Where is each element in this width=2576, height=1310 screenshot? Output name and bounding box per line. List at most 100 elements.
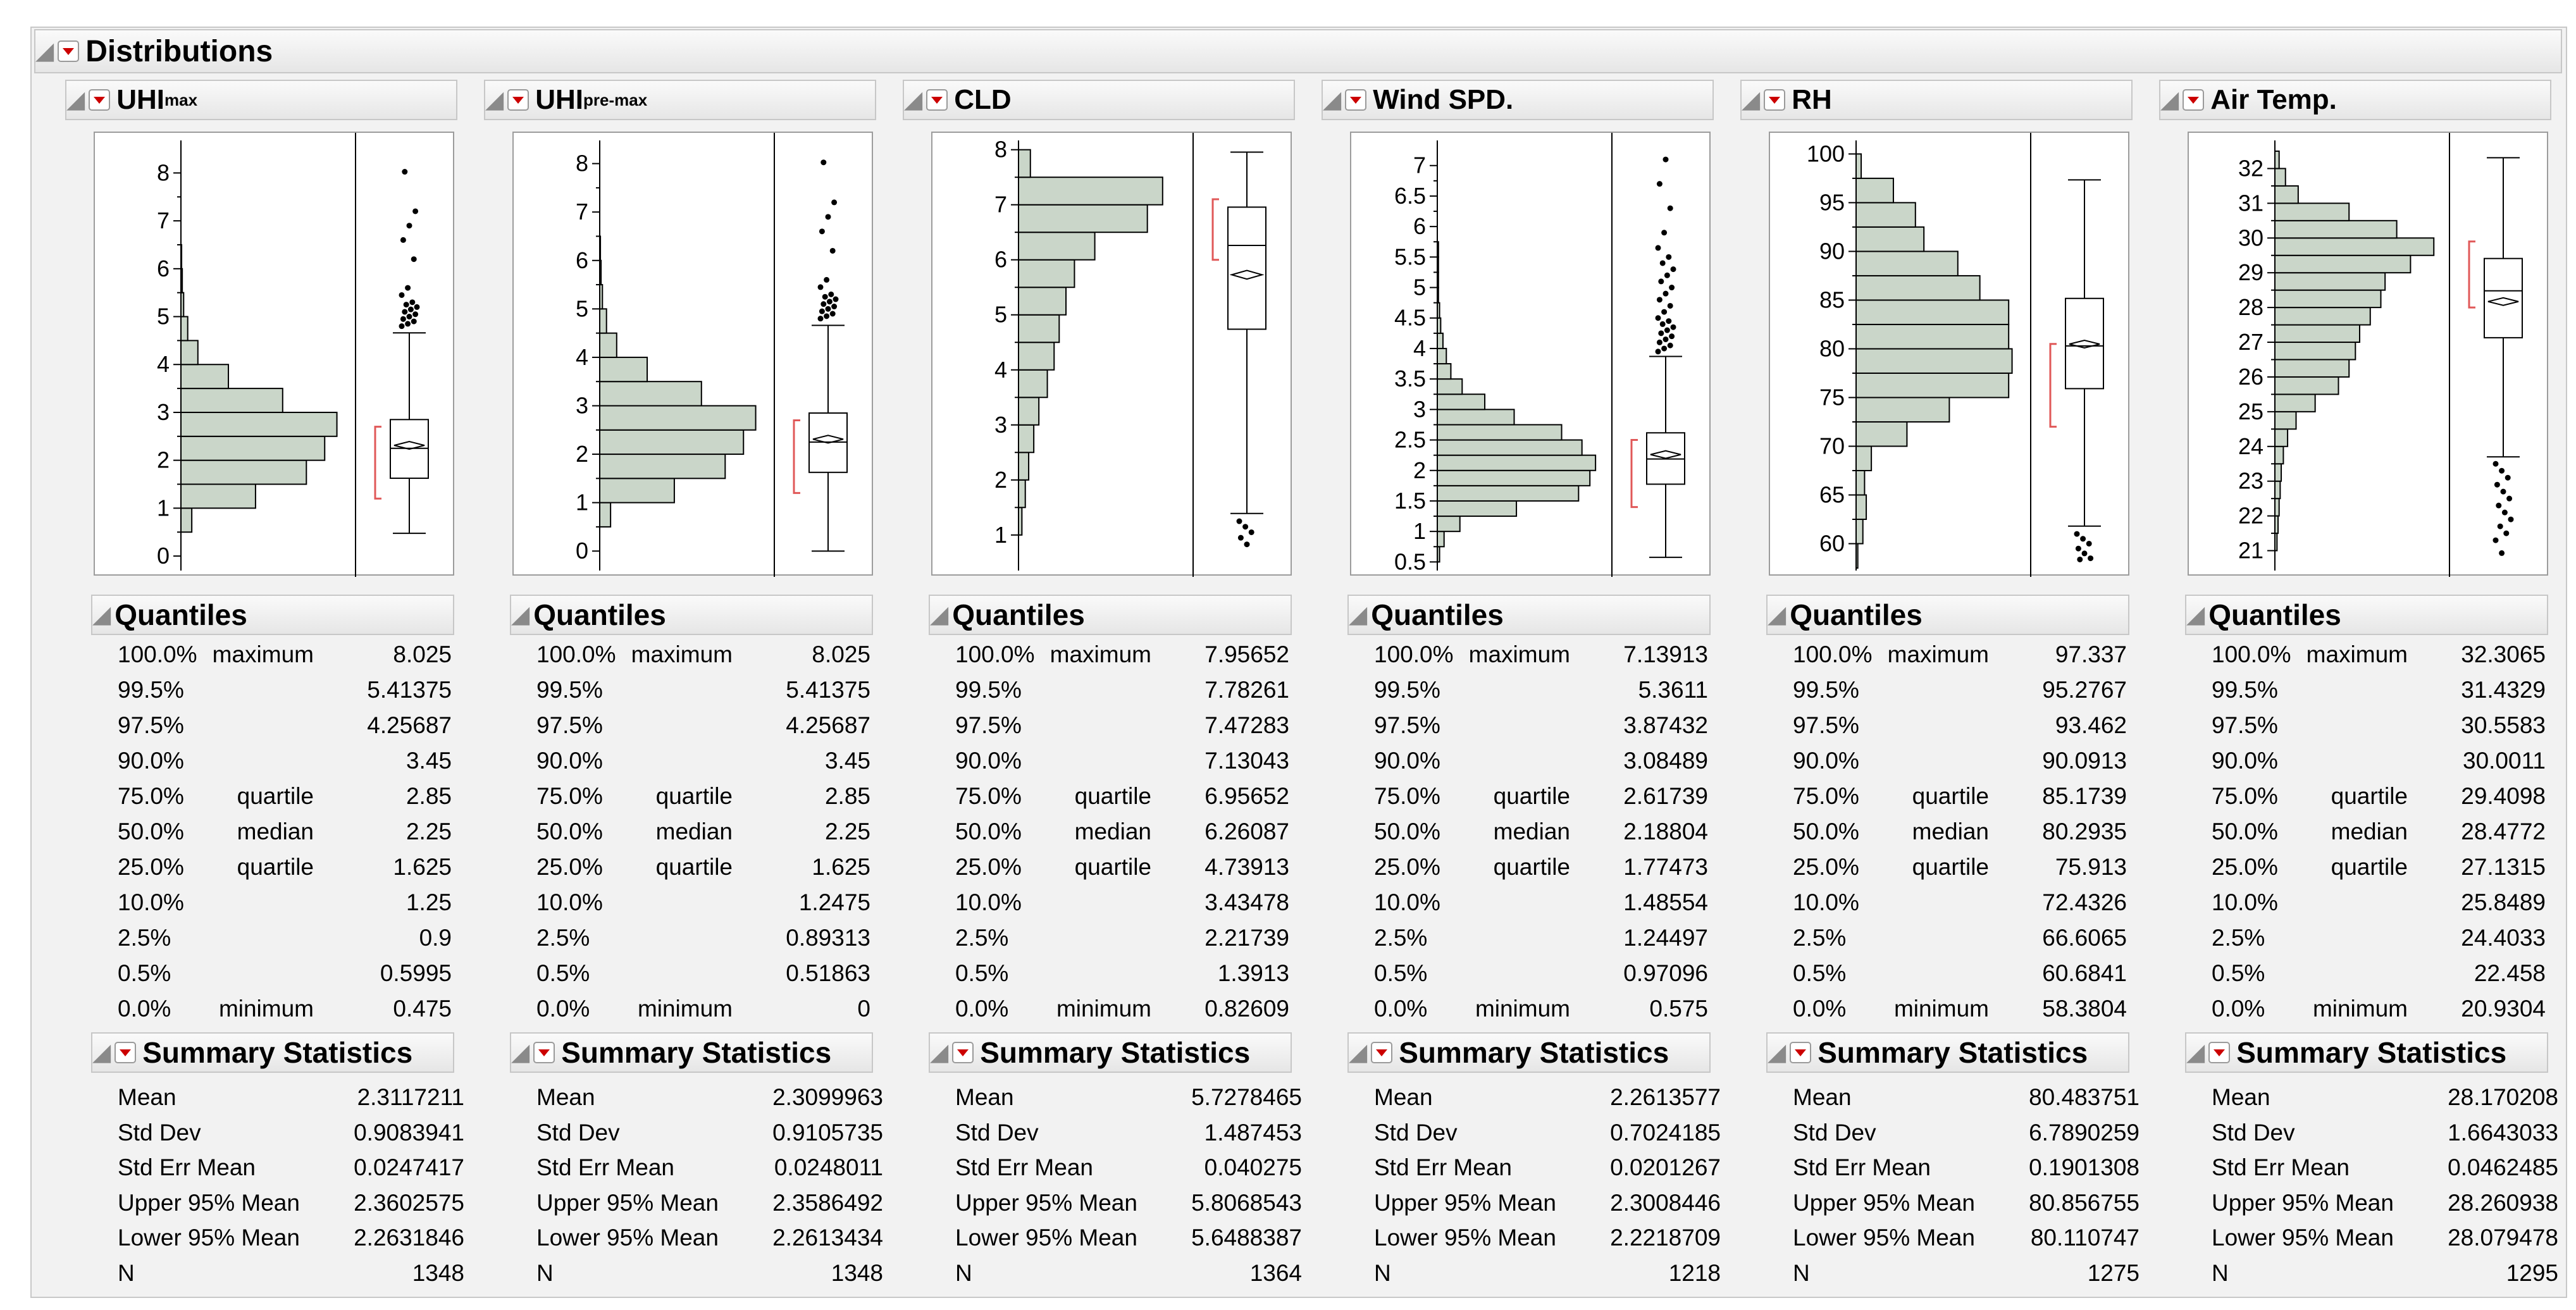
variable-header-uhi-pre-max[interactable]: ◢ UHI pre-max — [484, 80, 876, 120]
histogram-bar — [599, 502, 612, 528]
summary-statistics-header[interactable]: ◢ Summary Statistics — [1766, 1032, 2129, 1073]
statistic-value: 0.0247417 — [354, 1154, 464, 1180]
red-menu-arrow-icon[interactable] — [1371, 1042, 1393, 1063]
red-menu-arrow-icon[interactable] — [1790, 1042, 1812, 1063]
quantiles-header[interactable]: ◢ Quantiles — [2185, 595, 2548, 635]
quantiles-header[interactable]: ◢ Quantiles — [929, 595, 1292, 635]
disclosure-triangle-icon[interactable]: ◢ — [1768, 602, 1786, 628]
y-tick-label: 2 — [1413, 457, 1426, 483]
variable-subscript: max — [164, 90, 198, 109]
histogram-bar — [599, 308, 607, 334]
outlier-point — [405, 285, 411, 291]
disclosure-triangle-icon[interactable]: ◢ — [930, 602, 949, 628]
statistic-value: 0.0462485 — [2448, 1154, 2558, 1180]
histogram-bar — [180, 292, 185, 318]
red-menu-arrow-icon[interactable] — [1345, 89, 1367, 111]
disclosure-triangle-icon[interactable]: ◢ — [2186, 602, 2205, 628]
histogram-bar — [2274, 185, 2299, 204]
statistic-value: 1295 — [2506, 1259, 2558, 1286]
disclosure-triangle-icon[interactable]: ◢ — [92, 1039, 111, 1066]
quantile-value: 0.51863 — [786, 960, 870, 986]
variable-header-air-temp[interactable]: ◢ Air Temp. — [2159, 80, 2551, 120]
red-menu-arrow-icon[interactable] — [115, 1042, 137, 1063]
statistic-value: 5.6488387 — [1191, 1225, 1302, 1251]
summary-row: Upper 95% Mean 5.8068543 — [955, 1186, 1302, 1220]
distributions-header[interactable]: ◢ Distributions — [34, 29, 2562, 73]
disclosure-triangle-icon[interactable]: ◢ — [92, 602, 111, 628]
summary-row: N 1348 — [536, 1256, 883, 1290]
disclosure-triangle-icon[interactable]: ◢ — [511, 1039, 530, 1066]
disclosure-triangle-icon[interactable]: ◢ — [904, 87, 923, 113]
quantiles-header[interactable]: ◢ Quantiles — [510, 595, 873, 635]
statistic-name: Std Dev — [1374, 1119, 1458, 1146]
quantile-row: 10.0% 1.48554 — [1374, 886, 1708, 920]
summary-statistics-header[interactable]: ◢ Summary Statistics — [91, 1032, 454, 1073]
variable-header-rh[interactable]: ◢ RH — [1740, 80, 2133, 120]
variable-header-uhi-max[interactable]: ◢ UHI max — [65, 80, 457, 120]
disclosure-triangle-icon[interactable]: ◢ — [511, 602, 530, 628]
quantile-value: 3.45 — [824, 748, 870, 774]
quantile-row: 100.0% maximum 7.13913 — [1374, 638, 1708, 672]
disclosure-triangle-icon[interactable]: ◢ — [930, 1039, 949, 1066]
histogram-boxplot-rh: 60 65 70 75 80 85 90 95 100 — [1769, 132, 2129, 577]
histogram-bar — [1855, 153, 1862, 179]
plot-svg: 21 22 23 24 25 26 27 28 29 30 31 32 — [2238, 133, 2523, 577]
variable-header-cld[interactable]: ◢ CLD — [903, 80, 1295, 120]
disclosure-triangle-icon[interactable]: ◢ — [1349, 602, 1368, 628]
quantiles-title: Quantiles — [2208, 598, 2341, 631]
y-tick-label: 22 — [2238, 503, 2263, 529]
red-menu-arrow-icon[interactable] — [926, 89, 948, 111]
disclosure-triangle-icon[interactable]: ◢ — [1349, 1039, 1368, 1066]
quantiles-header[interactable]: ◢ Quantiles — [1347, 595, 1711, 635]
summary-statistics-header[interactable]: ◢ Summary Statistics — [1347, 1032, 1711, 1073]
y-tick-label: 8 — [576, 151, 588, 176]
disclosure-triangle-icon[interactable]: ◢ — [1742, 87, 1761, 113]
histogram-bar — [2274, 533, 2278, 552]
statistic-name: Upper 95% Mean — [1374, 1189, 1556, 1216]
disclosure-triangle-icon[interactable]: ◢ — [1768, 1039, 1786, 1066]
statistic-value: 2.3586492 — [772, 1189, 883, 1216]
variable-header-wind-spd[interactable]: ◢ Wind SPD. — [1322, 80, 1714, 120]
summary-statistics-header[interactable]: ◢ Summary Statistics — [510, 1032, 873, 1073]
statistic-value: 1364 — [1249, 1259, 1302, 1286]
quantile-percent: 10.0% — [118, 889, 184, 915]
red-menu-arrow-icon[interactable] — [1764, 89, 1786, 111]
quantile-percent: 100.0% — [536, 641, 616, 667]
quantile-row: 25.0% quartile 27.1315 — [2212, 850, 2546, 884]
y-tick-label: 3 — [1413, 396, 1426, 422]
quantile-row: 2.5% 0.9 — [118, 921, 452, 955]
outlier-point — [817, 284, 824, 290]
red-menu-arrow-icon[interactable] — [2183, 89, 2205, 111]
summary-statistics-header[interactable]: ◢ Summary Statistics — [929, 1032, 1292, 1073]
quantile-value: 32.3065 — [2461, 641, 2546, 667]
outlier-point — [1656, 181, 1663, 187]
y-tick-label: 80 — [1819, 335, 1845, 361]
disclosure-triangle-icon[interactable]: ◢ — [1323, 87, 1342, 113]
quantile-percent: 100.0% — [1793, 641, 1873, 667]
histogram-bar — [1855, 518, 1864, 545]
quantile-row: 97.5% 30.5583 — [2212, 708, 2546, 743]
red-menu-arrow-icon[interactable] — [952, 1042, 974, 1063]
red-menu-arrow-icon[interactable] — [533, 1042, 555, 1063]
disclosure-triangle-icon[interactable]: ◢ — [35, 38, 54, 65]
red-menu-arrow-icon[interactable] — [58, 40, 80, 62]
red-menu-arrow-icon[interactable] — [89, 89, 111, 111]
disclosure-triangle-icon[interactable]: ◢ — [485, 87, 504, 113]
quantile-row: 90.0% 30.0011 — [2212, 744, 2546, 778]
summary-row: Upper 95% Mean 2.3586492 — [536, 1186, 883, 1220]
quantile-row: 50.0% median 6.26087 — [955, 815, 1289, 849]
disclosure-triangle-icon[interactable]: ◢ — [2186, 1039, 2205, 1066]
histogram-bar — [1855, 543, 1859, 569]
quantiles-header[interactable]: ◢ Quantiles — [91, 595, 454, 635]
red-menu-arrow-icon[interactable] — [2208, 1042, 2231, 1063]
quantile-row: 100.0% maximum 8.025 — [536, 638, 870, 672]
disclosure-triangle-icon[interactable]: ◢ — [66, 87, 85, 113]
outlier-point — [1663, 290, 1669, 297]
disclosure-triangle-icon[interactable]: ◢ — [2160, 87, 2179, 113]
red-menu-arrow-icon[interactable] — [507, 89, 529, 111]
summary-statistics-header[interactable]: ◢ Summary Statistics — [2185, 1032, 2548, 1073]
quantile-row: 25.0% quartile 1.77473 — [1374, 850, 1708, 884]
quantile-percent: 0.0% — [1374, 996, 1428, 1022]
outlier-point — [1661, 230, 1668, 236]
quantiles-header[interactable]: ◢ Quantiles — [1766, 595, 2129, 635]
